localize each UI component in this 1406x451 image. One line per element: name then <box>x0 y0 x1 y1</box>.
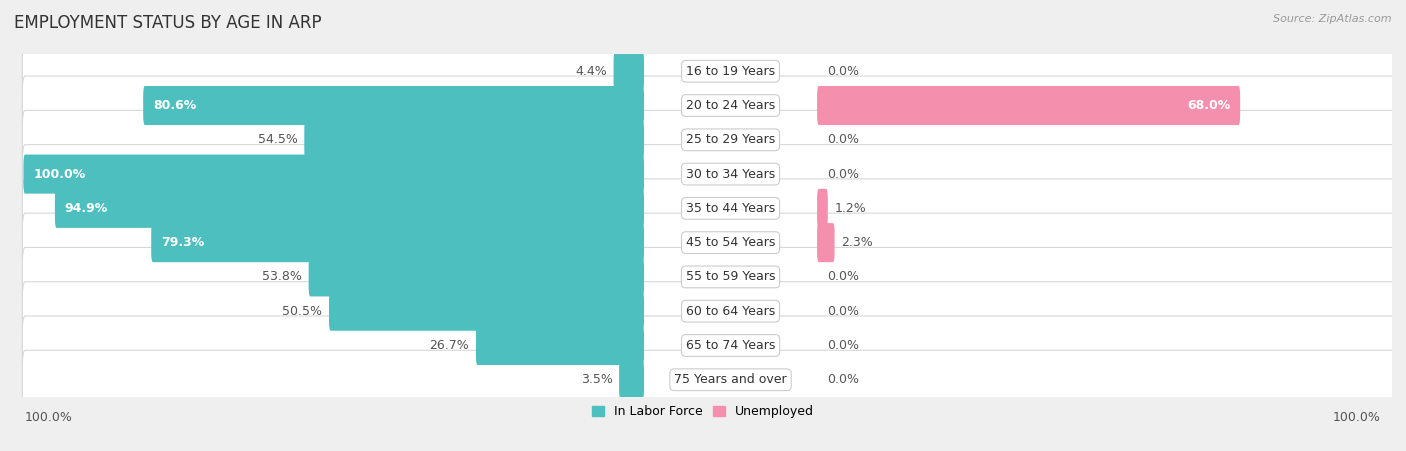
FancyBboxPatch shape <box>152 223 644 262</box>
FancyBboxPatch shape <box>619 360 644 399</box>
Text: 26.7%: 26.7% <box>430 339 470 352</box>
Text: 60 to 64 Years: 60 to 64 Years <box>686 305 775 318</box>
FancyBboxPatch shape <box>475 326 644 365</box>
FancyBboxPatch shape <box>22 282 1395 341</box>
Text: 30 to 34 Years: 30 to 34 Years <box>686 168 775 180</box>
Text: 50.5%: 50.5% <box>283 305 322 318</box>
Text: 100.0%: 100.0% <box>1333 410 1381 423</box>
FancyBboxPatch shape <box>22 110 1395 169</box>
Text: 0.0%: 0.0% <box>827 168 859 180</box>
Text: 0.0%: 0.0% <box>827 305 859 318</box>
FancyBboxPatch shape <box>22 213 1395 272</box>
FancyBboxPatch shape <box>24 155 644 193</box>
FancyBboxPatch shape <box>22 350 1395 409</box>
Text: 3.5%: 3.5% <box>581 373 613 386</box>
FancyBboxPatch shape <box>22 316 1395 375</box>
Text: 100.0%: 100.0% <box>25 410 73 423</box>
Text: 53.8%: 53.8% <box>262 271 302 283</box>
Text: 20 to 24 Years: 20 to 24 Years <box>686 99 775 112</box>
Text: 65 to 74 Years: 65 to 74 Years <box>686 339 775 352</box>
Text: 1.2%: 1.2% <box>834 202 866 215</box>
Text: 0.0%: 0.0% <box>827 65 859 78</box>
Text: 79.3%: 79.3% <box>162 236 204 249</box>
FancyBboxPatch shape <box>309 258 644 296</box>
Text: 4.4%: 4.4% <box>575 65 607 78</box>
FancyBboxPatch shape <box>22 76 1395 135</box>
FancyBboxPatch shape <box>22 145 1395 203</box>
Text: 0.0%: 0.0% <box>827 339 859 352</box>
FancyBboxPatch shape <box>613 52 644 91</box>
Text: 45 to 54 Years: 45 to 54 Years <box>686 236 775 249</box>
Text: 0.0%: 0.0% <box>827 373 859 386</box>
Text: 80.6%: 80.6% <box>153 99 197 112</box>
FancyBboxPatch shape <box>22 179 1395 238</box>
FancyBboxPatch shape <box>329 292 644 331</box>
Text: 2.3%: 2.3% <box>841 236 873 249</box>
Text: 35 to 44 Years: 35 to 44 Years <box>686 202 775 215</box>
FancyBboxPatch shape <box>22 42 1395 101</box>
Text: 68.0%: 68.0% <box>1187 99 1230 112</box>
Legend: In Labor Force, Unemployed: In Labor Force, Unemployed <box>592 405 814 418</box>
FancyBboxPatch shape <box>817 223 835 262</box>
Text: 55 to 59 Years: 55 to 59 Years <box>686 271 775 283</box>
FancyBboxPatch shape <box>817 86 1240 125</box>
Text: 0.0%: 0.0% <box>827 271 859 283</box>
Text: 75 Years and over: 75 Years and over <box>675 373 787 386</box>
Text: 94.9%: 94.9% <box>65 202 108 215</box>
Text: Source: ZipAtlas.com: Source: ZipAtlas.com <box>1274 14 1392 23</box>
FancyBboxPatch shape <box>143 86 644 125</box>
FancyBboxPatch shape <box>55 189 644 228</box>
Text: 54.5%: 54.5% <box>257 133 298 146</box>
FancyBboxPatch shape <box>22 248 1395 306</box>
Text: 25 to 29 Years: 25 to 29 Years <box>686 133 775 146</box>
Text: 16 to 19 Years: 16 to 19 Years <box>686 65 775 78</box>
FancyBboxPatch shape <box>304 120 644 159</box>
FancyBboxPatch shape <box>817 189 828 228</box>
Text: 100.0%: 100.0% <box>34 168 86 180</box>
Text: 0.0%: 0.0% <box>827 133 859 146</box>
Text: EMPLOYMENT STATUS BY AGE IN ARP: EMPLOYMENT STATUS BY AGE IN ARP <box>14 14 322 32</box>
